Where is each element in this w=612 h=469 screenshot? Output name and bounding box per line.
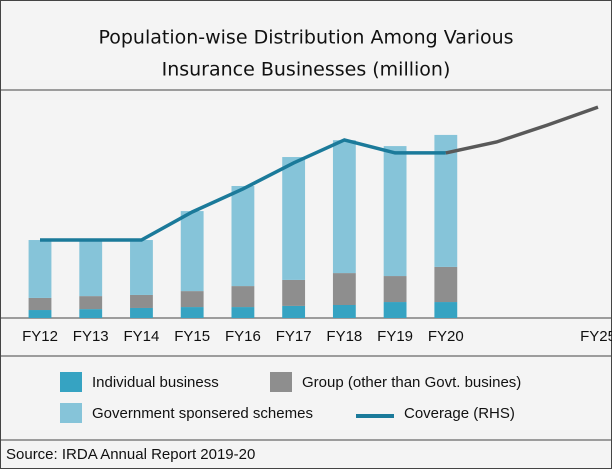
- bar-segment: [130, 240, 153, 295]
- chart-title: Population-wise Distribution Among Vario…: [98, 27, 513, 49]
- legend-swatch: [60, 403, 82, 423]
- x-tick-label: FY17: [276, 328, 312, 345]
- legend-label: Coverage (RHS): [404, 405, 515, 422]
- legend-swatch: [60, 372, 82, 392]
- x-tick-label: FY25: [580, 328, 612, 345]
- bar-segment: [383, 302, 407, 318]
- bar-segment: [180, 211, 204, 292]
- x-tick-label: FY19: [377, 328, 413, 345]
- bar-segment: [79, 309, 103, 318]
- legend-label: Government sponsered schemes: [92, 405, 313, 422]
- bar-segment: [28, 240, 52, 298]
- line: [40, 138, 446, 242]
- x-tick-label: FY13: [73, 328, 109, 345]
- bar-segment: [383, 146, 407, 277]
- line: [445, 105, 599, 155]
- bar-segment: [231, 185, 255, 287]
- chart-title: Insurance Businesses (million): [162, 59, 451, 81]
- bar-segment: [79, 296, 103, 310]
- bar-segment: [282, 157, 306, 280]
- x-tick-label: FY18: [326, 328, 362, 345]
- bar-segment: [332, 305, 356, 318]
- legend-label: Individual business: [92, 374, 219, 391]
- bar-segment: [79, 240, 103, 297]
- legend-label: Group (other than Govt. busines): [302, 374, 521, 391]
- x-tick-label: FY20: [428, 328, 464, 345]
- bar-segment: [434, 134, 458, 267]
- bar-segment: [180, 307, 204, 318]
- bar-segment: [231, 307, 255, 318]
- x-tick-label: FY15: [174, 328, 210, 345]
- bar-segment: [180, 291, 204, 308]
- x-tick-label: FY16: [225, 328, 261, 345]
- bar-segment: [130, 307, 153, 318]
- bar-segment: [383, 276, 407, 303]
- source: Source: IRDA Annual Report 2019-20: [6, 446, 255, 463]
- legend-swatch: [270, 372, 292, 392]
- bar-segment: [282, 279, 306, 306]
- bar-segment: [130, 294, 153, 308]
- x-tick-label: FY12: [22, 328, 58, 345]
- bar-segment: [434, 266, 458, 303]
- bar-segment: [282, 305, 306, 318]
- x-tick-label: FY14: [124, 328, 160, 345]
- bar-segment: [28, 310, 52, 318]
- bar-segment: [231, 286, 255, 308]
- bar-segment: [28, 297, 52, 311]
- bar-segment: [332, 140, 356, 274]
- bar-segment: [332, 273, 356, 306]
- bar-segment: [434, 302, 458, 318]
